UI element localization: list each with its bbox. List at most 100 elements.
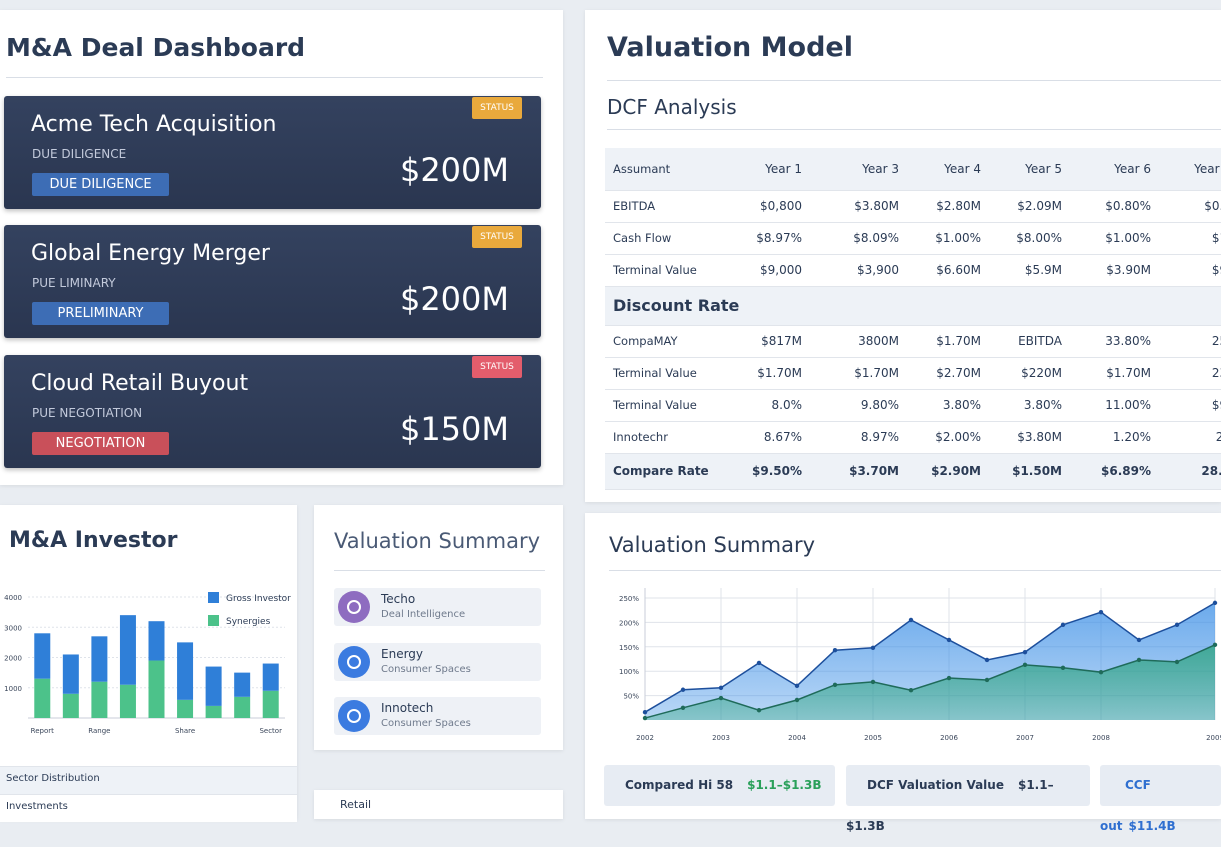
deal-card: Cloud Retail Buyout PUE NEGOTIATION NEGOTI… <box>4 355 541 468</box>
cell: $3.70M <box>810 453 907 490</box>
point <box>1060 665 1066 670</box>
cell: $9. <box>1159 254 1221 287</box>
bar-segment <box>91 681 108 718</box>
point <box>756 708 762 713</box>
x-tick-label: 2004 <box>788 734 806 742</box>
icon-dot <box>347 600 361 614</box>
area-chart: 50% 100% 150% 200% 250% 2002 2003 2004 2005 2006 2… <box>619 588 1221 742</box>
cell: $817M <box>717 325 810 358</box>
legend-label: Synergies <box>226 617 271 627</box>
point <box>832 648 838 653</box>
point <box>1022 662 1028 668</box>
deal-amount: $150M <box>399 410 509 448</box>
cell: $3.80M <box>810 190 907 223</box>
cell: $2.70M <box>907 357 989 390</box>
item-icon <box>338 700 370 732</box>
item-icon <box>338 591 370 623</box>
cell: $9. <box>1159 389 1221 422</box>
point <box>756 660 762 666</box>
cell: Assumant <box>605 148 717 191</box>
cell: Year 6 <box>1070 148 1159 191</box>
cell: $6.60M <box>907 254 989 287</box>
cell: Year 7 <box>1159 148 1221 191</box>
line <box>644 644 1216 719</box>
cell: 28 <box>1159 421 1221 454</box>
point <box>984 677 990 683</box>
deals-title: M&A Deal Dashboard <box>6 33 306 62</box>
cell: $0.8 <box>1159 190 1221 223</box>
summary-box: CCF out $11.4B <box>1100 765 1221 833</box>
retail-strip <box>314 790 563 819</box>
bar-segment <box>148 660 165 718</box>
divider <box>334 570 545 571</box>
cell: 3800M <box>810 325 907 358</box>
cell: $2.80M <box>907 190 989 223</box>
x-tick-label: 2006 <box>940 734 958 742</box>
x-tick-label: Range <box>88 727 110 735</box>
deal-name: Global Energy Merger <box>31 241 270 266</box>
cell: CompaMAY <box>605 325 717 358</box>
cell: $0.80% <box>1070 190 1159 223</box>
cell: 11.00% <box>1070 389 1159 422</box>
cell: $1.70M <box>907 325 989 358</box>
deal-subtitle: PUE NEGOTIATION <box>32 406 143 420</box>
item-name: Innotech <box>381 701 434 715</box>
valuation-title: Valuation Model <box>607 32 853 63</box>
icon-dot <box>347 655 361 669</box>
divider <box>6 77 543 78</box>
cell: $1.70M <box>717 357 810 390</box>
box-value: $11.4B <box>1128 819 1176 833</box>
table-row: Terminal Value 8.0% 9.80% 3.80% 3.80% 11.00% $… <box>605 389 1221 422</box>
y-tick-label: 50% <box>623 693 639 701</box>
cell: $0,800 <box>717 190 810 223</box>
bar-chart: 1000 2000 3000 4000 Report Range Share Sector Gr… <box>4 592 291 735</box>
point <box>1060 622 1066 628</box>
bar-segment <box>62 654 79 694</box>
summary-item: Innotech Consumer Spaces <box>334 697 541 735</box>
box-label: DCF Valuation Value <box>867 778 1004 792</box>
legend-swatch <box>208 592 219 603</box>
cell: 33.80% <box>1070 325 1159 358</box>
x-tick-label: 2005 <box>864 734 882 742</box>
legend-label: Gross Investor <box>226 594 291 604</box>
deal-name: Cloud Retail Buyout <box>31 371 249 396</box>
table-row: EBITDA$0,800$3.80M$2.80M$2.09M$0.80%$0.8 <box>605 190 1221 223</box>
bar-segment <box>234 696 251 718</box>
item-desc: Consumer Spaces <box>381 718 471 729</box>
cell: 8.97% <box>810 421 907 454</box>
x-tick-label: Sector <box>259 727 282 735</box>
stage-badge: DUE DILIGENCE <box>32 173 169 196</box>
y-tick-label: 100% <box>619 668 639 676</box>
section-row: Discount Rate <box>605 286 1221 326</box>
cell: $9.50% <box>717 453 810 490</box>
cell: $8.09% <box>810 222 907 255</box>
point <box>908 617 914 623</box>
cell: $1.70M <box>1070 357 1159 390</box>
summary-item: Techo Deal Intelligence <box>334 588 541 626</box>
point <box>1212 642 1218 648</box>
point <box>1136 657 1142 663</box>
deal-subtitle: PUE LIMINARY <box>32 276 116 290</box>
cell: 9.80% <box>810 389 907 422</box>
section-label: Discount Rate <box>605 286 1221 326</box>
bar-segment <box>119 684 136 718</box>
point <box>1098 669 1104 675</box>
table-row: Terminal Value $9,000 $3,900 $6.60M $5.9M $3.… <box>605 254 1221 287</box>
cell: 28.9 <box>1159 453 1221 490</box>
x-tick-label: 2007 <box>1016 734 1034 742</box>
cell: $3.90M <box>1070 254 1159 287</box>
y-tick-label: 1000 <box>4 685 22 693</box>
cell: $1.70M <box>810 357 907 390</box>
item-name: Techo <box>381 592 416 606</box>
point <box>680 687 686 692</box>
cell: $2.00% <box>907 421 989 454</box>
cell: EBITDA <box>989 325 1070 358</box>
point <box>794 697 800 703</box>
bar-segment <box>262 663 279 691</box>
cell: 3.80% <box>907 389 989 422</box>
cell: $1.00% <box>1070 222 1159 255</box>
cell: Innotechr <box>605 421 717 454</box>
cell: $1. <box>1159 222 1221 255</box>
bar-segment <box>205 705 222 718</box>
